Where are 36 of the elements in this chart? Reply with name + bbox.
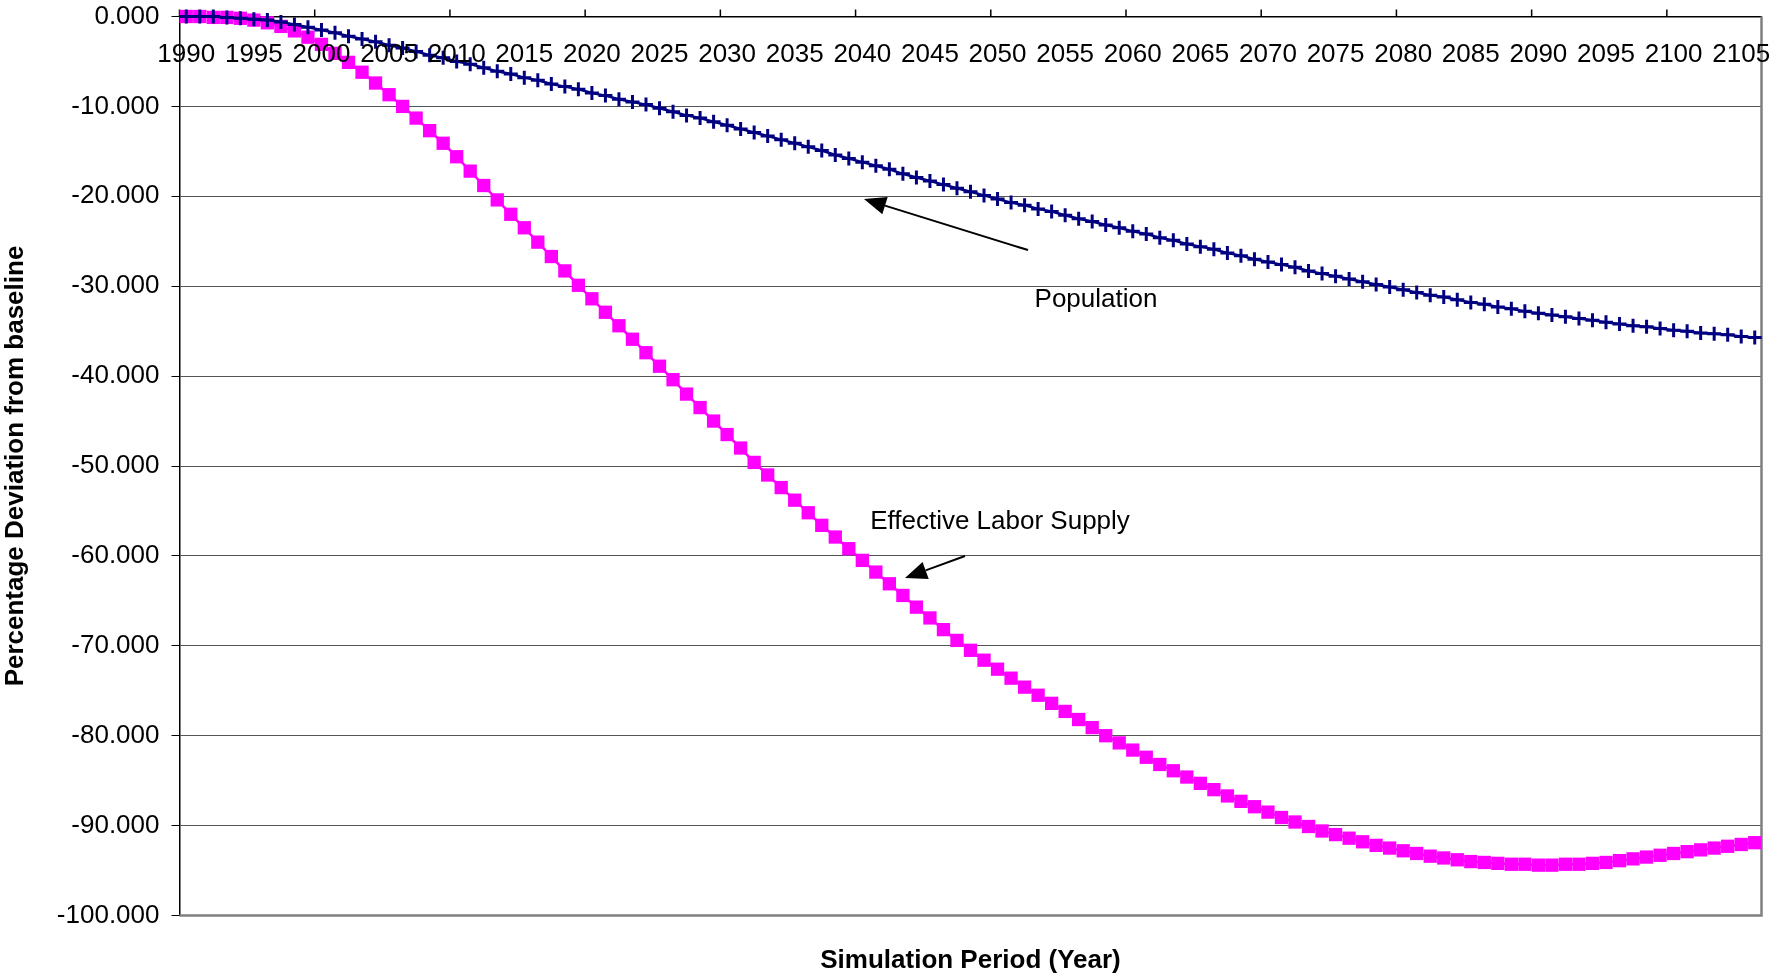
x-tick-label: 2105: [1712, 37, 1771, 68]
x-tick-label: 2100: [1644, 37, 1703, 68]
x-tick-label: 2045: [901, 37, 959, 68]
y-axis-title: Percentage Deviation from baseline: [0, 245, 29, 687]
x-tick-label: 2025: [630, 37, 689, 68]
y-tick-label: -100.000: [56, 898, 160, 929]
y-tick-label: 0.000: [94, 0, 160, 30]
x-tick-label: 2015: [495, 37, 554, 68]
x-tick-label: 2075: [1306, 37, 1365, 68]
x-tick-label: 2065: [1171, 37, 1230, 68]
x-tick-label: 2020: [562, 37, 621, 68]
y-tick-label: -30.000: [71, 269, 160, 300]
x-tick-label: 2035: [765, 37, 824, 68]
y-tick-label: -20.000: [71, 179, 160, 210]
x-tick-label: 2055: [1036, 37, 1095, 68]
x-tick-label: 2050: [968, 37, 1027, 68]
x-tick-label: 2095: [1577, 37, 1635, 68]
x-tick-label: 2085: [1441, 37, 1500, 68]
series-label: Population: [1034, 283, 1158, 314]
x-tick-label: 2070: [1239, 37, 1297, 68]
y-tick-label: -80.000: [71, 718, 160, 749]
y-tick-label: -70.000: [71, 628, 160, 659]
x-tick-label: 2060: [1103, 37, 1162, 68]
y-tick-label: -50.000: [71, 449, 160, 480]
x-tick-label: 2005: [360, 37, 418, 68]
y-tick-label: -90.000: [71, 808, 160, 839]
y-tick-label: -60.000: [71, 539, 160, 570]
x-tick-label: 2040: [833, 37, 892, 68]
x-tick-label: 2080: [1374, 37, 1433, 68]
y-tick-label: -40.000: [71, 359, 160, 390]
series-label: Effective Labor Supply: [870, 505, 1130, 536]
x-axis-title: Simulation Period (Year): [820, 944, 1121, 975]
x-tick-label: 1995: [224, 37, 283, 68]
x-tick-label: 2090: [1509, 37, 1568, 68]
y-tick-label: -10.000: [71, 89, 160, 120]
x-tick-label: 2030: [698, 37, 757, 68]
